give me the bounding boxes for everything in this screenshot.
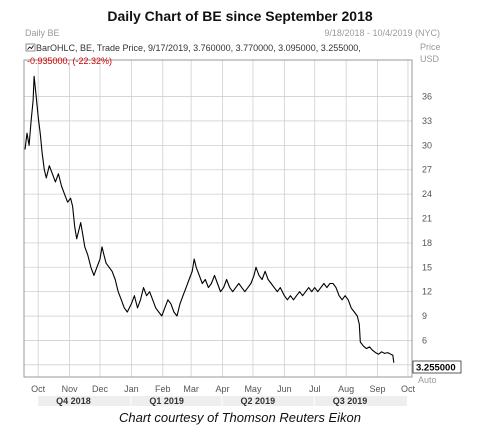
y-tick-label: 15	[422, 262, 432, 272]
x-tick-label: Dec	[92, 384, 109, 394]
x-tick-label: Mar	[183, 384, 199, 394]
quarter-band	[38, 396, 131, 406]
quarter-band	[314, 396, 407, 406]
plot-frame	[23, 59, 413, 378]
legend-text: BarOHLC, BE, Trade Price, 9/17/2019, 3.7…	[36, 43, 361, 53]
x-tick-label: Aug	[338, 384, 354, 394]
x-tick-label: Jul	[309, 384, 321, 394]
x-tick-label: Nov	[62, 384, 79, 394]
y-tick-label: 12	[422, 287, 432, 297]
last-value-marker: 3.255000	[412, 360, 462, 374]
quarter-label: Q4 2018	[56, 396, 91, 406]
y-tick-label: 24	[422, 189, 432, 199]
quarter-label: Q2 2019	[241, 396, 276, 406]
quarter-label: Q3 2019	[333, 396, 368, 406]
x-tick-label: Feb	[155, 384, 171, 394]
y-tick-label: 30	[422, 140, 432, 150]
chart-title: Daily Chart of BE since September 2018	[107, 8, 373, 24]
y-tick-label: 6	[422, 335, 427, 345]
x-tick-label: May	[244, 384, 262, 394]
x-tick-label: Jan	[124, 384, 139, 394]
quarter-label: Q1 2019	[149, 396, 184, 406]
quarter-band	[131, 396, 222, 406]
auto-label: Auto	[418, 375, 437, 385]
x-tick-label: Oct	[31, 384, 46, 394]
y-axis-title-price: Price	[420, 42, 441, 52]
quarter-band	[222, 396, 314, 406]
panel-label: Daily BE	[25, 28, 60, 38]
legend-series-icon	[25, 43, 36, 52]
y-axis-title-usd: USD	[420, 54, 440, 64]
date-range-label: 9/18/2018 - 10/4/2019 (NYC)	[324, 28, 440, 38]
y-tick-label: 33	[422, 116, 432, 126]
x-tick-label: Sep	[370, 384, 386, 394]
x-tick-label: Apr	[216, 384, 230, 394]
y-tick-label: 9	[422, 311, 427, 321]
legend-change: -0.935000, (-22.32%)	[27, 56, 112, 66]
y-tick-label: 21	[422, 214, 432, 224]
x-tick-label: Jun	[277, 384, 292, 394]
last-value-label: 3.255000	[416, 363, 456, 374]
price-series-line	[24, 75, 395, 363]
x-tick-label: Oct	[401, 384, 416, 394]
y-tick-label: 36	[422, 92, 432, 102]
y-tick-label: 18	[422, 238, 432, 248]
y-tick-label: 27	[422, 165, 432, 175]
chart-caption: Chart courtesy of Thomson Reuters Eikon	[118, 410, 362, 425]
